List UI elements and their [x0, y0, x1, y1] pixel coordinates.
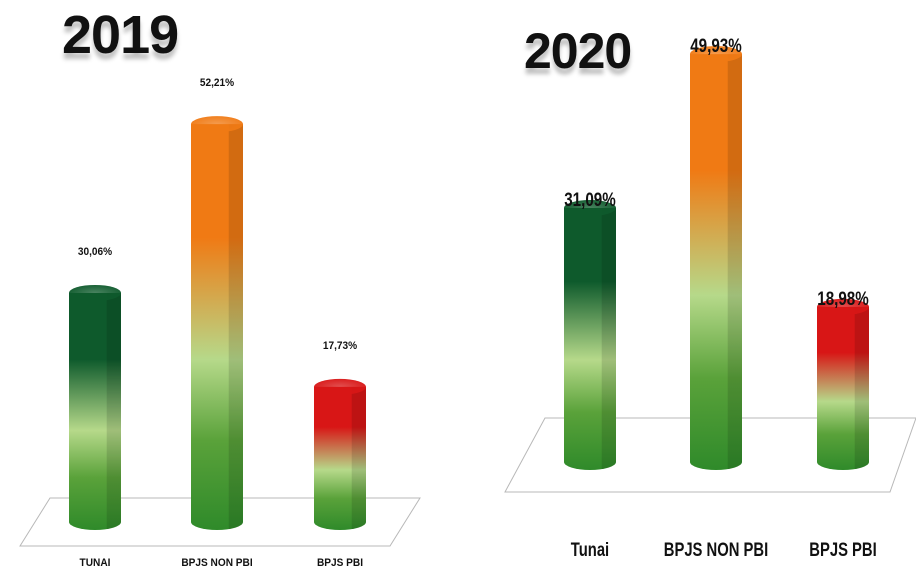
category-label: BPJS NON PBI	[181, 557, 252, 569]
category-label: BPJS PBI	[317, 557, 363, 569]
bar-shade	[727, 54, 743, 470]
data-label: 52,21%	[200, 77, 235, 89]
bar-shade	[601, 207, 617, 470]
bar-shade	[228, 124, 244, 530]
bar-shade	[351, 386, 367, 530]
chart-title-2020: 2020	[524, 23, 632, 79]
data-label: 17,73%	[323, 340, 358, 352]
bar-top-cap	[564, 199, 616, 216]
bar-top-cap	[314, 378, 366, 395]
bar-bpjs-pbi	[817, 306, 869, 470]
bar-bpjs-pbi	[314, 386, 366, 530]
bar-top-cap	[191, 116, 243, 133]
bar-top-cap	[69, 284, 121, 301]
bar-tunai	[564, 207, 616, 471]
bar-tunai	[69, 292, 121, 530]
bar-top-cap	[690, 46, 742, 63]
category-label: Tunai	[571, 539, 609, 560]
data-label: 31,09%	[564, 188, 616, 210]
data-label: 18,98%	[817, 287, 869, 309]
bar-shade	[106, 292, 122, 530]
bar-bpjs-non-pbi	[191, 124, 243, 531]
bar-top-cap	[817, 298, 869, 315]
bar-bpjs-non-pbi	[690, 54, 742, 470]
chart-2020: 31,09% Tunai 49,93% BPJS NON PBI 18,98% BPJS …	[504, 34, 916, 560]
chart-title-2019: 2019	[62, 5, 179, 65]
category-label: TUNAI	[80, 557, 111, 569]
category-label: BPJS NON PBI	[664, 539, 768, 560]
data-label: 49,93%	[690, 34, 742, 56]
data-label: 30,06%	[78, 246, 113, 258]
bar-shade	[854, 306, 870, 470]
chart-2019: 30,06% TUNAI 52,21% BPJS NON PBI 17,73% BPJS …	[19, 77, 421, 569]
category-label: BPJS PBI	[809, 539, 876, 560]
